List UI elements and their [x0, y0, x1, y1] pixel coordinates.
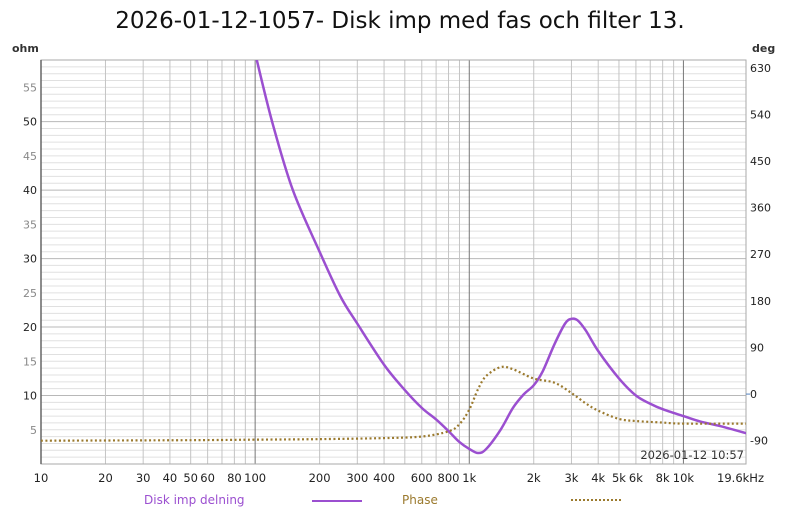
data-series — [41, 60, 746, 455]
svg-text:90: 90 — [750, 341, 764, 354]
svg-text:10: 10 — [34, 471, 49, 485]
svg-text:360: 360 — [750, 202, 771, 215]
svg-text:200: 200 — [309, 471, 331, 485]
svg-text:60: 60 — [200, 471, 215, 485]
svg-text:400: 400 — [373, 471, 395, 485]
legend-label-impedance: Disk imp delning — [144, 493, 245, 507]
phase-curve — [41, 365, 746, 442]
svg-text:45: 45 — [23, 150, 37, 163]
svg-text:15: 15 — [23, 355, 37, 368]
svg-text:80: 80 — [227, 471, 242, 485]
svg-text:1k: 1k — [462, 471, 476, 485]
svg-text:30: 30 — [23, 253, 37, 266]
svg-text:450: 450 — [750, 155, 771, 168]
svg-text:630: 630 — [750, 62, 771, 75]
svg-text:100: 100 — [244, 471, 266, 485]
svg-text:5k: 5k — [612, 471, 626, 485]
svg-text:2026-01-12 10:57: 2026-01-12 10:57 — [640, 448, 744, 462]
svg-text:4k: 4k — [591, 471, 605, 485]
axes — [40, 59, 750, 465]
left-axis-unit: ohm — [12, 42, 39, 55]
svg-text:3k: 3k — [564, 471, 578, 485]
impedance-curve — [255, 60, 746, 455]
svg-text:50: 50 — [23, 116, 37, 129]
svg-text:-90: -90 — [750, 435, 768, 448]
svg-text:2k: 2k — [527, 471, 541, 485]
legend-label-phase: Phase — [402, 493, 438, 507]
tick-labels: 5 10 15 20 25 30 35 40 45 50 55 630 540 450 360 270 180 9… — [23, 62, 771, 485]
svg-text:40: 40 — [23, 184, 37, 197]
right-axis-unit: deg — [752, 42, 776, 55]
svg-text:8k: 8k — [656, 471, 670, 485]
svg-text:25: 25 — [23, 287, 37, 300]
svg-text:5: 5 — [30, 424, 37, 437]
chart-title: 2026-01-12-1057- Disk imp med fas och fi… — [115, 8, 685, 34]
svg-text:180: 180 — [750, 295, 771, 308]
svg-text:10: 10 — [23, 390, 37, 403]
svg-text:0: 0 — [750, 388, 757, 401]
svg-text:300: 300 — [346, 471, 368, 485]
svg-text:800: 800 — [438, 471, 460, 485]
svg-text:20: 20 — [98, 471, 113, 485]
svg-text:35: 35 — [23, 218, 37, 231]
svg-text:20: 20 — [23, 321, 37, 334]
svg-text:55: 55 — [23, 81, 37, 94]
svg-text:30: 30 — [136, 471, 151, 485]
svg-text:270: 270 — [750, 248, 771, 261]
svg-text:10k: 10k — [673, 471, 695, 485]
svg-text:40: 40 — [163, 471, 178, 485]
svg-text:600: 600 — [411, 471, 433, 485]
svg-text:19.6kHz: 19.6kHz — [717, 471, 764, 485]
svg-text:6k: 6k — [629, 471, 643, 485]
grid-lines — [41, 59, 746, 464]
svg-text:50: 50 — [183, 471, 198, 485]
svg-text:540: 540 — [750, 108, 771, 121]
legend-swatch-impedance — [312, 500, 362, 502]
legend-swatch-phase — [571, 499, 621, 501]
